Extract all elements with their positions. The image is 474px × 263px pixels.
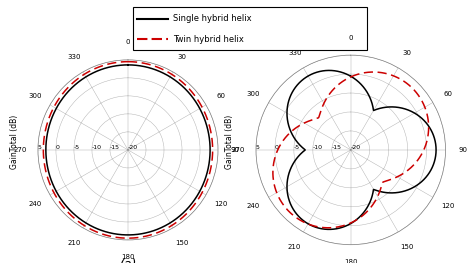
FancyBboxPatch shape — [133, 7, 367, 50]
Text: GainTotal (dB): GainTotal (dB) — [225, 115, 234, 169]
Text: Twin hybrid helix: Twin hybrid helix — [173, 35, 244, 44]
Text: GainTotal (dB): GainTotal (dB) — [10, 115, 19, 169]
Text: Single hybrid helix: Single hybrid helix — [173, 14, 252, 23]
Title: (a): (a) — [119, 258, 137, 263]
